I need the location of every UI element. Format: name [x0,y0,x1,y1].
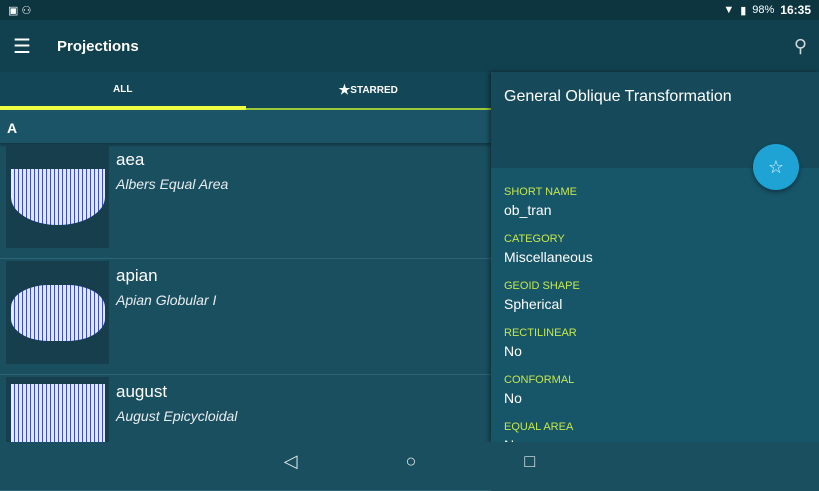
back-icon[interactable]: ◁ [283,450,298,471]
recents-icon[interactable]: □ [524,450,536,471]
tab-label: ALL [113,83,133,95]
star-button[interactable]: ☆ [753,144,799,190]
tab-all[interactable]: ALL [0,72,246,110]
prop-geoid-shape: GEOID SHAPE Spherical [504,280,806,312]
prop-label: GEOID SHAPE [504,280,580,292]
prop-label: SHORT NAME [504,186,577,198]
prop-value: No [504,390,522,406]
star-icon: ★ [338,82,351,97]
prop-label: CATEGORY [504,233,565,245]
tab-starred[interactable]: ★ STARRED [245,72,491,110]
list-item[interactable]: apian Apian Globular I [0,259,491,375]
item-desc: Apian Globular I [116,292,217,308]
projection-list: aea Albers Equal Area apian Apian Globular… [0,143,491,491]
prop-short-name: SHORT NAME ob_tran [504,186,806,218]
prop-category: CATEGORY Miscellaneous [504,233,806,265]
item-desc: Albers Equal Area [116,176,229,192]
home-icon[interactable]: ○ [405,450,417,471]
prop-value: Miscellaneous [504,249,593,265]
section-header: A [0,110,491,143]
item-name: aea [116,150,145,169]
item-name: august [116,382,168,401]
tab-label: STARRED [350,84,398,96]
prop-value: No [504,343,522,359]
prop-conformal: CONFORMAL No [504,374,806,406]
tab-bar: ALL ★ STARRED [0,72,491,110]
page-title: Projections [57,37,139,55]
prop-value: ob_tran [504,202,552,218]
navigation-bar: ◁ ○ □ [0,442,819,480]
wifi-icon: ▼ [723,4,735,16]
prop-rectilinear: RECTILINEAR No [504,327,806,359]
prop-label: EQUAL AREA [504,421,574,433]
menu-icon[interactable]: ☰ [13,35,31,58]
search-icon[interactable]: ⚲ [793,35,807,56]
item-desc: August Epicycloidal [116,408,238,424]
toolbar: ☰ Projections ⚲ [0,20,819,72]
detail-panel: General Oblique Transformation ☆ SHORT N… [491,72,819,453]
status-bar: ▣ ⚇ ▼ ▮ 98% 16:35 [0,0,819,20]
screenshot-icon: ▣ [8,4,19,17]
clock: 16:35 [780,3,811,17]
prop-value: Spherical [504,296,563,312]
projection-thumbnail [6,145,109,248]
prop-label: RECTILINEAR [504,327,577,339]
battery-icon: ▮ [740,4,747,17]
item-name: apian [116,266,158,285]
battery-level: 98% [752,4,775,16]
star-outline-icon: ☆ [767,156,785,177]
projection-thumbnail [6,261,109,364]
list-item[interactable]: aea Albers Equal Area [0,143,491,259]
android-icon: ⚇ [21,4,32,17]
prop-label: CONFORMAL [504,374,575,386]
